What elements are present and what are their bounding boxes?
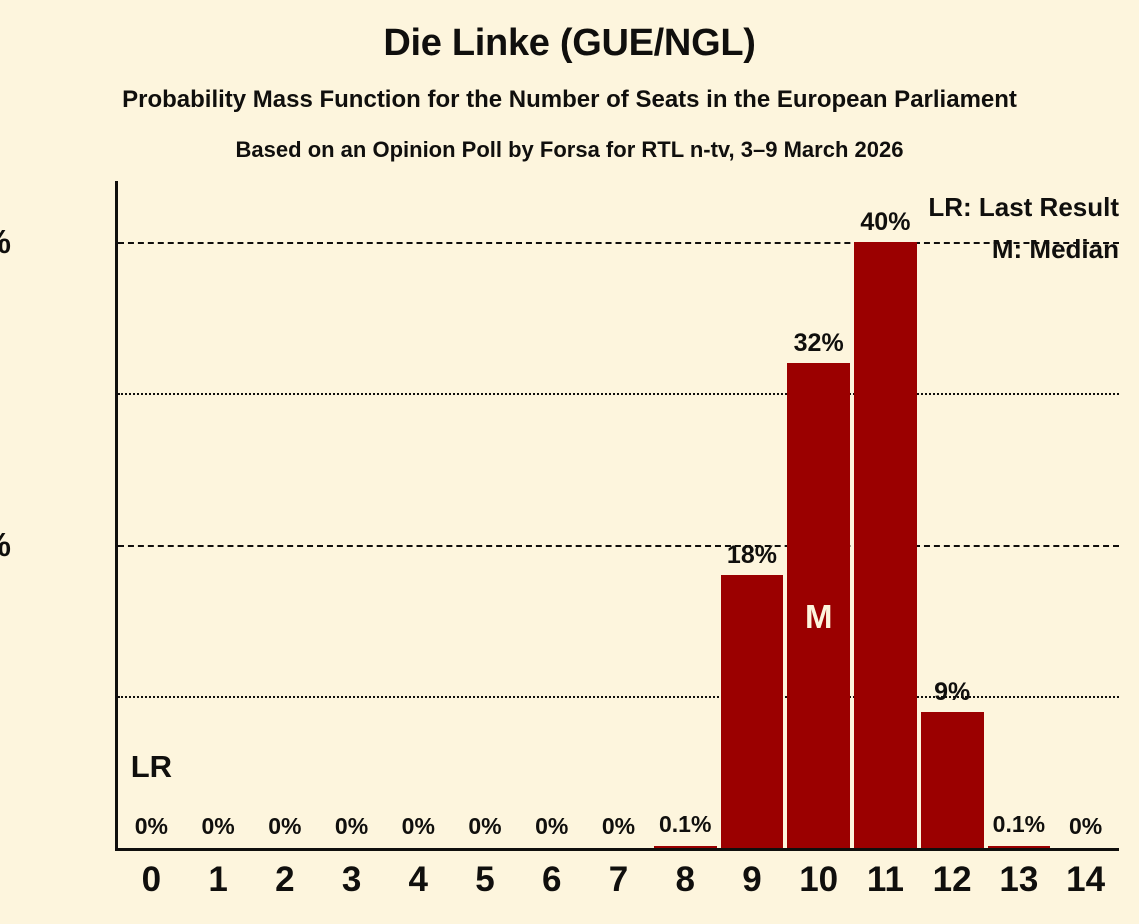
last-result-marker: LR [130,749,173,784]
gridline-30 [118,393,1119,396]
x-axis-tick-11: 11 [866,860,904,899]
y-axis-tick-label: 20% [0,528,11,561]
gridline-40 [118,241,1119,244]
x-axis-tick-14: 14 [1066,860,1106,899]
x-axis-tick-6: 6 [542,860,562,899]
y-axis-line [115,181,118,848]
gridline-20 [118,544,1119,547]
bar-value-label-seat-6: 0% [535,813,569,839]
x-axis-tick-10: 10 [799,860,839,899]
x-axis-line [115,848,1119,851]
x-axis-tick-9: 9 [742,860,762,899]
bar-value-label-seat-7: 0% [601,813,636,839]
x-axis-tick-12: 12 [932,860,972,899]
x-axis-tick-0: 0 [141,860,162,899]
bar-value-label-seat-1: 0% [201,813,235,839]
bar-value-label-seat-10: 32% [793,328,844,357]
x-axis-tick-3: 3 [341,860,362,899]
x-axis-tick-7: 7 [608,860,629,899]
bar-value-label-seat-9: 18% [726,541,777,570]
chart-source-line: Based on an Opinion Poll by Forsa for RT… [235,137,904,162]
bar-seat-12 [920,711,984,848]
median-marker: M [804,598,833,635]
legend-entry-median: M: Median [991,234,1119,264]
x-axis-tick-4: 4 [408,860,429,899]
bar-seat-8 [653,846,717,848]
bar-value-label-seat-12: 9% [934,677,971,706]
x-axis-tick-5: 5 [475,860,495,899]
x-axis-tick-13: 13 [999,860,1039,899]
legend-entry-last-result: LR: Last Result [928,192,1119,222]
bar-seat-10 [787,362,851,848]
bar-seat-13 [987,846,1051,848]
y-axis-tick-label: 40% [0,225,11,258]
page-title: Die Linke (GUE/NGL) [383,22,756,64]
x-axis-tick-1: 1 [208,860,228,899]
gridline-10 [118,696,1119,699]
plot-area: M LR [115,181,1119,851]
bar-value-label-seat-8: 0.1% [659,811,712,838]
bar-value-label-seat-3: 0% [334,813,369,839]
bar-value-label-seat-11: 40% [860,207,911,236]
bar-value-label-seat-2: 0% [268,813,302,839]
chart-subtitle: Probability Mass Function for the Number… [122,86,1017,113]
x-axis-tick-2: 2 [275,860,295,899]
bar-value-label-seat-5: 0% [468,813,502,839]
x-axis-tick-8: 8 [675,860,695,899]
bar-seat-9 [720,575,784,848]
bar-value-label-seat-14: 0% [1068,813,1103,839]
bar-seat-11 [854,241,917,848]
chart-legend: LR: Last Result M: Median [928,186,1119,270]
bar-value-label-seat-0: 0% [134,813,168,839]
bar-value-label-seat-13: 0.1% [992,811,1046,838]
bar-value-label-seat-4: 0% [401,813,435,839]
copyright-notice: © 2026 Filip van Laenen [1125,0,1139,10]
